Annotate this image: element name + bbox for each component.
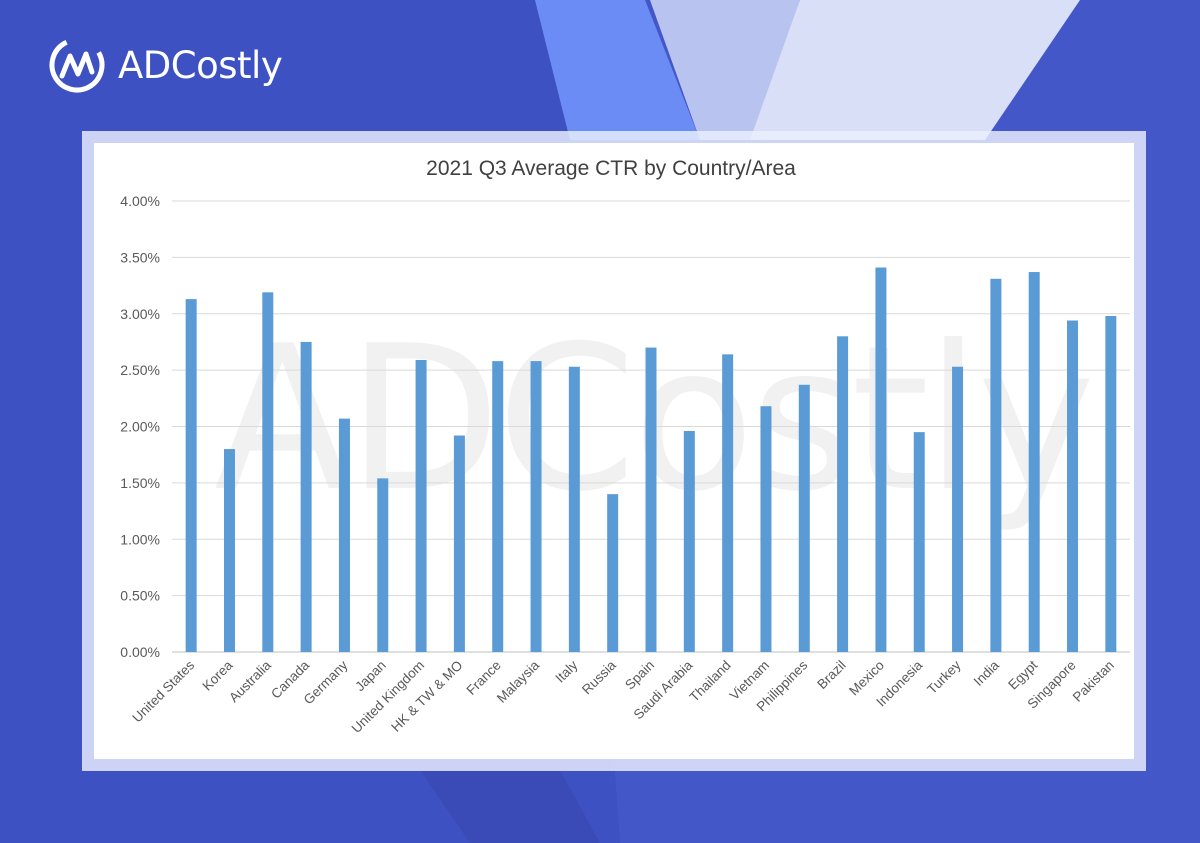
x-tick-label: United States bbox=[129, 657, 197, 725]
bar-korea bbox=[223, 449, 235, 652]
bar-mexico bbox=[875, 267, 887, 652]
bar-united-states bbox=[185, 299, 197, 652]
x-tick-label: Pakistan bbox=[1070, 658, 1117, 705]
bar-russia bbox=[607, 494, 619, 652]
bar-australia bbox=[262, 292, 274, 652]
bar-indonesia bbox=[913, 432, 925, 652]
y-tick-label: 4.00% bbox=[120, 193, 160, 209]
x-tick-label: Italy bbox=[552, 657, 580, 685]
y-tick-label: 1.50% bbox=[120, 475, 160, 491]
bar-philippines bbox=[798, 384, 810, 652]
bar-thailand bbox=[722, 354, 734, 652]
bar-france bbox=[492, 361, 504, 652]
bar-japan bbox=[377, 478, 389, 652]
chart-card: ADCostly 2021 Q3 Average CTR by Country/… bbox=[94, 143, 1134, 759]
adcostly-logo-icon bbox=[49, 37, 105, 93]
x-tick-label: India bbox=[971, 657, 1003, 689]
y-tick-label: 0.50% bbox=[120, 588, 160, 604]
x-tick-label: Russia bbox=[579, 657, 619, 697]
chart-title: 2021 Q3 Average CTR by Country/Area bbox=[426, 157, 796, 180]
bar-germany bbox=[338, 418, 350, 652]
bar-united-kingdom bbox=[415, 359, 427, 652]
x-tick-label: Malaysia bbox=[494, 657, 543, 706]
bar-brazil bbox=[837, 336, 849, 652]
x-tick-label: Brazil bbox=[814, 658, 848, 692]
bar-canada bbox=[300, 341, 312, 652]
x-tick-label: Egypt bbox=[1005, 657, 1040, 692]
bar-pakistan bbox=[1105, 316, 1117, 652]
bar-singapore bbox=[1067, 320, 1079, 652]
brand-logo: ADCostly bbox=[48, 36, 283, 94]
x-tick-label: Japan bbox=[352, 658, 389, 695]
x-tick-label: Korea bbox=[200, 657, 236, 693]
chart-panel: ADCostly 2021 Q3 Average CTR by Country/… bbox=[82, 131, 1146, 771]
brand-name: ADCostly bbox=[118, 43, 283, 87]
bar-saudi-arabia bbox=[683, 431, 695, 652]
y-tick-label: 1.00% bbox=[120, 531, 160, 547]
bar-india bbox=[990, 278, 1002, 652]
bar-italy bbox=[568, 366, 580, 652]
x-tick-label: HK & TW & MO bbox=[388, 658, 465, 735]
y-tick-label: 3.00% bbox=[120, 306, 160, 322]
x-tick-label: Spain bbox=[622, 658, 657, 693]
y-tick-label: 0.00% bbox=[120, 644, 160, 660]
x-tick-label: Turkey bbox=[924, 657, 964, 697]
bar-malaysia bbox=[530, 361, 542, 652]
bar-egypt bbox=[1028, 272, 1040, 652]
bar-hk-tw-mo bbox=[453, 435, 465, 652]
bar-chart: 2021 Q3 Average CTR by Country/Area 0.00… bbox=[120, 157, 1130, 736]
bar-spain bbox=[645, 347, 657, 652]
y-tick-label: 3.50% bbox=[120, 249, 160, 265]
x-tick-label: Thailand bbox=[687, 658, 734, 705]
y-tick-label: 2.50% bbox=[120, 362, 160, 378]
y-tick-label: 2.00% bbox=[120, 419, 160, 435]
bar-vietnam bbox=[760, 406, 772, 652]
x-tick-label: Australia bbox=[226, 657, 274, 705]
bar-turkey bbox=[952, 366, 964, 652]
